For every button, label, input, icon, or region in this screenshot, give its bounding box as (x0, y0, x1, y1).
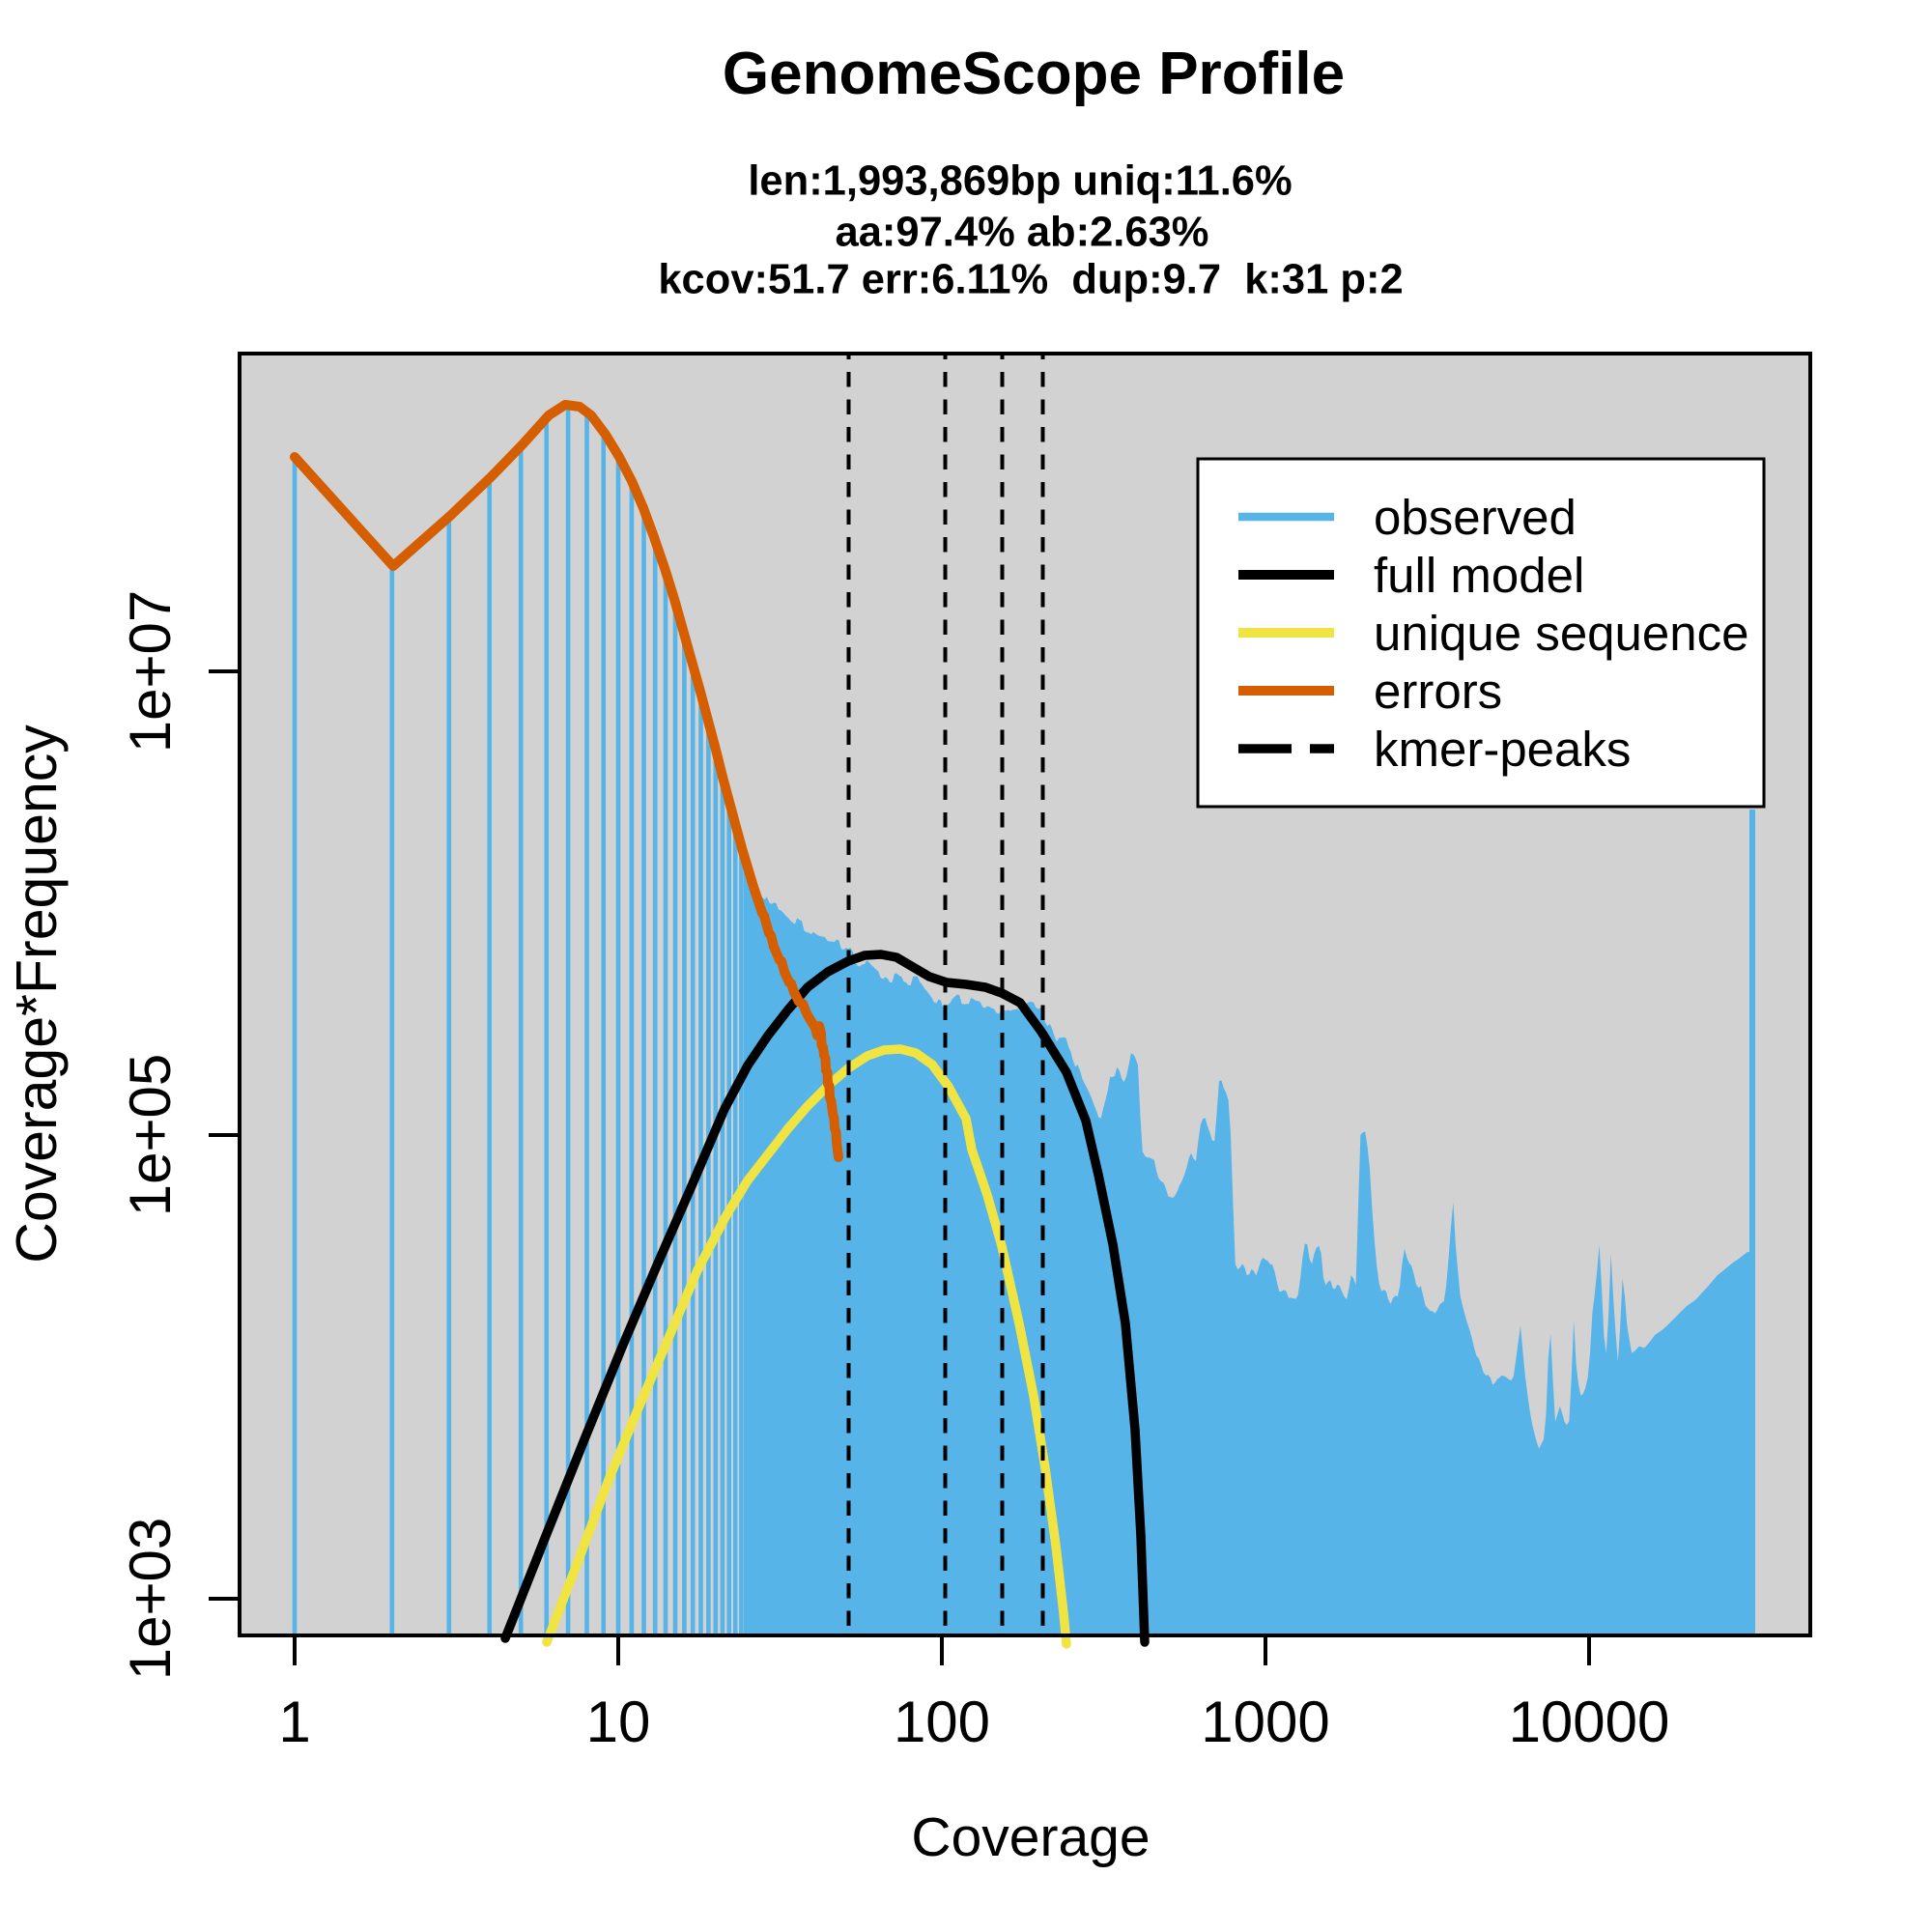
svg-text:Coverage*Frequency: Coverage*Frequency (5, 724, 69, 1264)
svg-text:errors: errors (1374, 664, 1502, 719)
svg-text:1: 1 (278, 1690, 310, 1754)
svg-text:1e+05: 1e+05 (118, 1054, 183, 1217)
svg-text:100: 100 (894, 1690, 990, 1754)
svg-text:1e+03: 1e+03 (118, 1518, 183, 1681)
svg-text:unique sequence: unique sequence (1374, 606, 1749, 661)
svg-text:len:1,993,869bp uniq:11.6%: len:1,993,869bp uniq:11.6% (748, 158, 1292, 205)
svg-text:Coverage: Coverage (911, 1806, 1150, 1868)
svg-text:1000: 1000 (1201, 1690, 1329, 1754)
svg-text:aa:97.4% ab:2.63%: aa:97.4% ab:2.63% (836, 210, 1209, 256)
svg-text:GenomeScope Profile: GenomeScope Profile (723, 41, 1345, 107)
svg-text:kmer-peaks: kmer-peaks (1374, 722, 1631, 777)
svg-text:10000: 10000 (1509, 1690, 1670, 1754)
svg-text:observed: observed (1374, 490, 1577, 545)
svg-text:10: 10 (586, 1690, 651, 1754)
svg-text:kcov:51.7 err:6.11% dup:9.7: kcov:51.7 err:6.11% dup:9.7 k:31 p:2 (658, 257, 1403, 303)
svg-text:full model: full model (1374, 548, 1584, 603)
svg-text:1e+07: 1e+07 (118, 590, 183, 753)
